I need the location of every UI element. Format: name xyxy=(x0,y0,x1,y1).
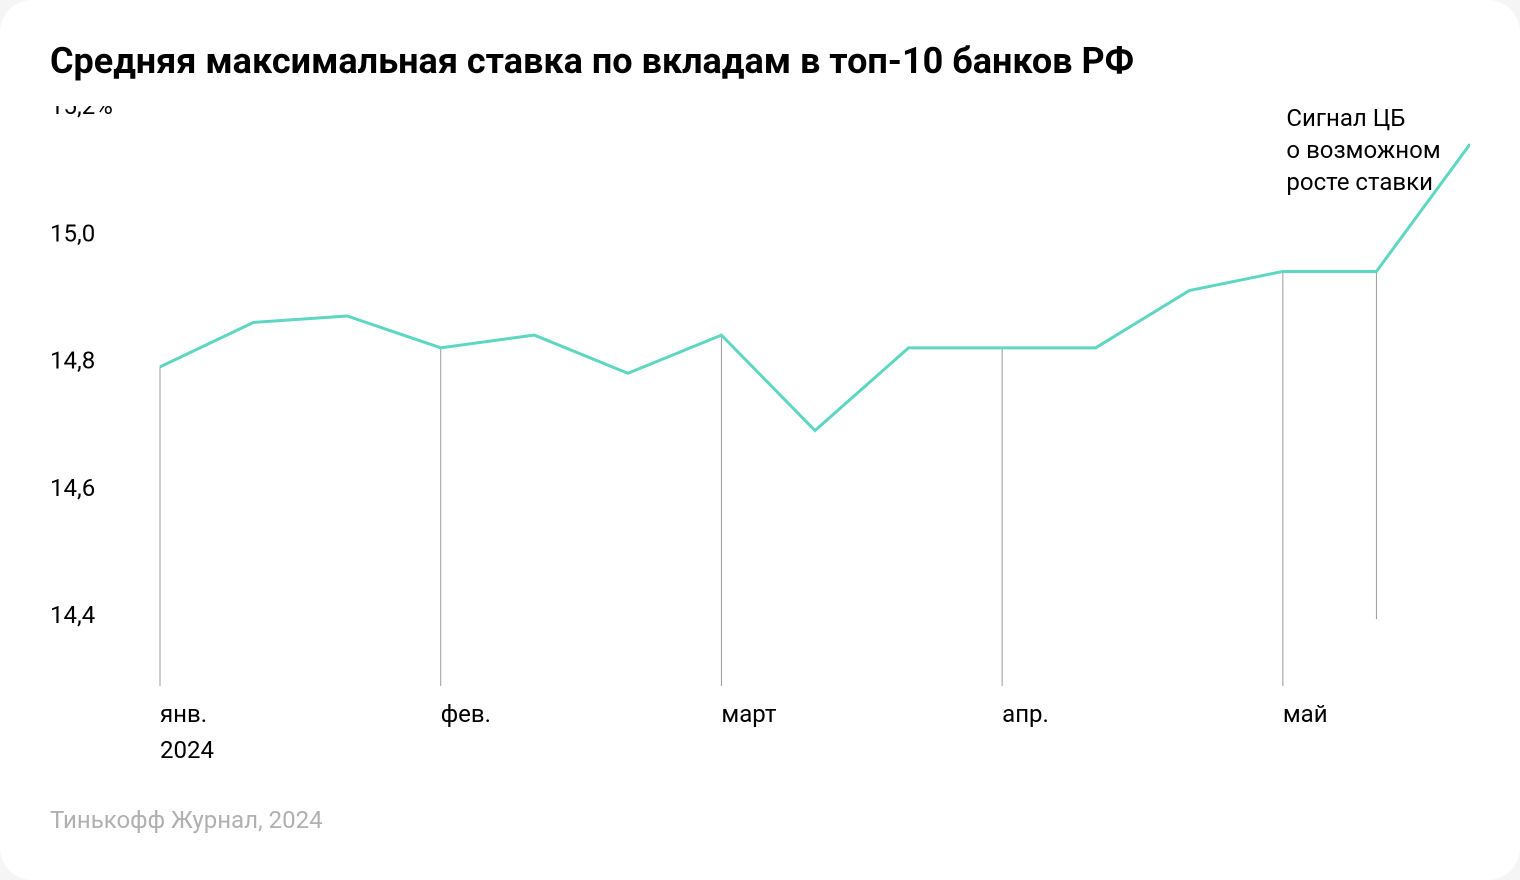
x-axis-label: янв. xyxy=(160,700,207,728)
y-axis-label: 15,2% xyxy=(50,106,113,120)
y-axis-label: 14,8 xyxy=(50,347,95,375)
y-axis-label: 14,6 xyxy=(50,474,95,502)
chart-title: Средняя максимальная ставка по вкладам в… xyxy=(50,40,1470,82)
chart-card: Средняя максимальная ставка по вкладам в… xyxy=(0,0,1520,880)
annotation-text: Сигнал ЦБ xyxy=(1286,106,1405,132)
data-line xyxy=(160,144,1470,430)
x-axis-label: март xyxy=(721,700,776,728)
x-axis-label: апр. xyxy=(1002,700,1049,728)
y-axis-label: 14,4 xyxy=(50,601,95,629)
y-axis-label: 15,0 xyxy=(50,219,95,247)
line-chart-svg: 14,4 14,6 14,8 15,0 15,2% янв. 2024 фев. март апр… xyxy=(50,106,1470,786)
annotation-text: о возможном xyxy=(1286,136,1440,164)
x-axis-label: май xyxy=(1283,700,1328,728)
x-axis-label: фев. xyxy=(441,700,491,728)
x-axis-sublabel: 2024 xyxy=(160,736,214,764)
chart-footer: Тинькофф Журнал, 2024 xyxy=(50,806,1470,834)
annotation-text: росте ставки xyxy=(1286,168,1433,196)
chart-area: 14,4 14,6 14,8 15,0 15,2% янв. 2024 фев. март апр… xyxy=(50,106,1470,786)
